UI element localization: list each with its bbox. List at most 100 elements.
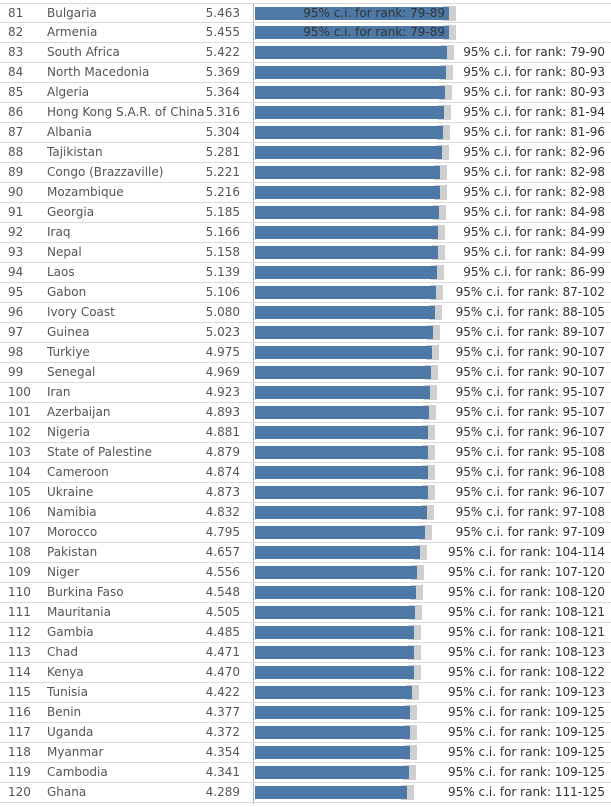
country-label: Uganda: [47, 725, 94, 739]
ci-label: 95% c.i. for rank: 96-107: [455, 485, 605, 499]
country-label: Iraq: [47, 225, 71, 239]
table-row: 86 Hong Kong S.A.R. of China 5.316 95% c.i.…: [0, 103, 611, 123]
table-row: 120 Ghana 4.289 95% c.i. for rank: 111-125: [0, 783, 611, 803]
ci-label: 95% c.i. for rank: 84-98: [463, 205, 605, 219]
score-bar: [255, 46, 447, 59]
rank-label: 105: [8, 485, 31, 499]
table-row: 105 Ukraine 4.873 95% c.i. for rank: 96-107: [0, 483, 611, 503]
country-label: Niger: [47, 565, 80, 579]
rank-label: 98: [8, 345, 24, 359]
score-label: 5.185: [205, 205, 240, 219]
table-row: 93 Nepal 5.158 95% c.i. for rank: 84-99: [0, 243, 611, 263]
table-row: 114 Kenya 4.470 95% c.i. for rank: 108-122: [0, 663, 611, 683]
score-label: 4.548: [205, 585, 240, 599]
rank-label: 96: [8, 305, 24, 319]
table-row: 116 Benin 4.377 95% c.i. for rank: 109-125: [0, 703, 611, 723]
country-label: Burkina Faso: [47, 585, 124, 599]
table-row: 106 Namibia 4.832 95% c.i. for rank: 97-108: [0, 503, 611, 523]
table-row: 95 Gabon 5.106 95% c.i. for rank: 87-102: [0, 283, 611, 303]
rank-label: 103: [8, 445, 31, 459]
score-label: 5.216: [205, 185, 240, 199]
score-label: 4.874: [205, 465, 240, 479]
score-bar: [255, 166, 440, 179]
rank-label: 102: [8, 425, 31, 439]
score-bar: [255, 186, 440, 199]
table-row: 99 Senegal 4.969 95% c.i. for rank: 90-107: [0, 363, 611, 383]
score-bar: [255, 786, 407, 799]
country-label: Tunisia: [47, 685, 88, 699]
ci-label: 95% c.i. for rank: 79-89: [303, 6, 445, 20]
table-row: 97 Guinea 5.023 95% c.i. for rank: 89-107: [0, 323, 611, 343]
rank-label: 113: [8, 645, 31, 659]
ci-label: 95% c.i. for rank: 82-98: [463, 165, 605, 179]
score-label: 4.879: [205, 445, 240, 459]
ci-label: 95% c.i. for rank: 82-98: [463, 185, 605, 199]
rank-label: 111: [8, 605, 31, 619]
ci-label: 95% c.i. for rank: 88-105: [455, 305, 605, 319]
ci-label: 95% c.i. for rank: 87-102: [455, 285, 605, 299]
country-label: Mozambique: [47, 185, 124, 199]
bar-axis-line: [253, 3, 254, 804]
rank-label: 94: [8, 265, 24, 279]
country-label: Albania: [47, 125, 92, 139]
score-bar: [255, 466, 428, 479]
score-bar: [255, 306, 435, 319]
score-label: 5.106: [205, 285, 240, 299]
rank-label: 85: [8, 85, 24, 99]
country-label: Georgia: [47, 205, 95, 219]
table-row: 87 Albania 5.304 95% c.i. for rank: 81-96: [0, 123, 611, 143]
table-row: 91 Georgia 5.185 95% c.i. for rank: 84-98: [0, 203, 611, 223]
ci-label: 95% c.i. for rank: 89-107: [455, 325, 605, 339]
country-label: Turkiye: [47, 345, 90, 359]
rank-label: 106: [8, 505, 31, 519]
country-label: North Macedonia: [47, 65, 150, 79]
score-label: 5.422: [205, 45, 240, 59]
table-row: 96 Ivory Coast 5.080 95% c.i. for rank: 88-…: [0, 303, 611, 323]
rank-label: 101: [8, 405, 31, 419]
score-bar: [255, 546, 420, 559]
score-bar: [255, 206, 439, 219]
rank-label: 104: [8, 465, 31, 479]
country-label: Namibia: [47, 505, 97, 519]
table-row: 82 Armenia 5.455 95% c.i. for rank: 79-89: [0, 23, 611, 43]
score-label: 4.471: [205, 645, 240, 659]
score-bar: [255, 346, 432, 359]
ci-label: 95% c.i. for rank: 84-99: [463, 245, 605, 259]
table-row: 111 Mauritania 4.505 95% c.i. for rank: 108…: [0, 603, 611, 623]
ci-label: 95% c.i. for rank: 95-107: [455, 405, 605, 419]
table-row: 113 Chad 4.471 95% c.i. for rank: 108-123: [0, 643, 611, 663]
score-label: 5.281: [205, 145, 240, 159]
ci-label: 95% c.i. for rank: 90-107: [455, 345, 605, 359]
rank-label: 117: [8, 725, 31, 739]
score-bar: [255, 586, 416, 599]
rank-label: 93: [8, 245, 24, 259]
ci-label: 95% c.i. for rank: 109-125: [447, 705, 605, 719]
table-row: 107 Morocco 4.795 95% c.i. for rank: 97-109: [0, 523, 611, 543]
rank-label: 112: [8, 625, 31, 639]
country-label: Ukraine: [47, 485, 94, 499]
table-row: 110 Burkina Faso 4.548 95% c.i. for rank: 1…: [0, 583, 611, 603]
country-label: Cambodia: [47, 765, 108, 779]
score-bar: [255, 506, 427, 519]
country-label: Congo (Brazzaville): [47, 165, 164, 179]
score-bar: [255, 386, 430, 399]
country-label: Bulgaria: [47, 6, 97, 20]
country-label: South Africa: [47, 45, 120, 59]
score-bar: [255, 666, 414, 679]
rank-label: 92: [8, 225, 24, 239]
score-bar: [255, 246, 438, 259]
rank-label: 89: [8, 165, 24, 179]
ci-label: 95% c.i. for rank: 108-123: [447, 645, 605, 659]
rank-label: 118: [8, 745, 31, 759]
score-label: 5.166: [205, 225, 240, 239]
score-bar: [255, 446, 428, 459]
ci-label: 95% c.i. for rank: 111-125: [447, 785, 605, 799]
country-label: Azerbaijan: [47, 405, 111, 419]
table-row: 83 South Africa 5.422 95% c.i. for rank: 79…: [0, 43, 611, 63]
ci-label: 95% c.i. for rank: 82-96: [463, 145, 605, 159]
country-label: Mauritania: [47, 605, 111, 619]
country-label: Morocco: [47, 525, 98, 539]
rank-label: 83: [8, 45, 24, 59]
table-row: 104 Cameroon 4.874 95% c.i. for rank: 96-10…: [0, 463, 611, 483]
score-bar: [255, 406, 429, 419]
